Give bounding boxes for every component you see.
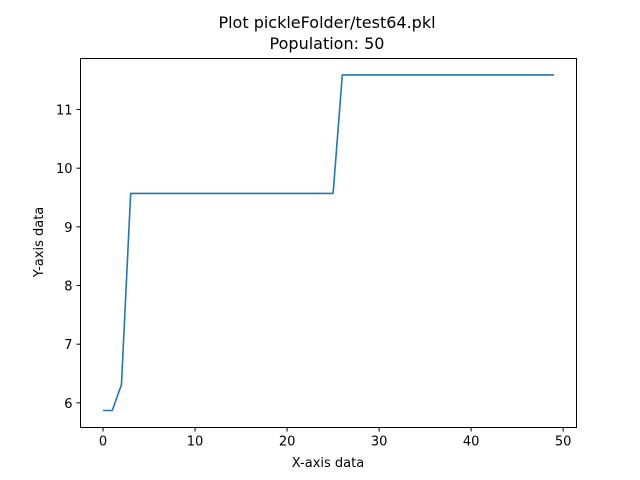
y-tick-label: 7	[64, 338, 72, 353]
series-line	[103, 74, 554, 412]
plot-area	[103, 74, 554, 412]
x-tick-label: 20	[279, 435, 296, 450]
y-tick-label: 11	[56, 104, 73, 119]
y-axis: 6 7 8 9 10 11	[56, 104, 81, 412]
y-axis-label: Y-axis data	[32, 207, 47, 279]
y-tick-label: 6	[64, 397, 72, 412]
x-tick-label: 0	[99, 435, 107, 450]
x-tick-label: 30	[371, 435, 388, 450]
x-tick-label: 50	[555, 435, 572, 450]
chart-title: Plot pickleFolder/test64.pkl	[218, 13, 435, 32]
chart-subtitle: Population: 50	[270, 34, 385, 53]
x-tick-label: 10	[187, 435, 204, 450]
x-axis-label: X-axis data	[292, 456, 364, 471]
plot-frame	[80, 58, 577, 428]
y-tick-label: 8	[64, 280, 72, 295]
y-tick-label: 9	[64, 221, 72, 236]
x-tick-label: 40	[463, 435, 480, 450]
y-tick-label: 10	[56, 162, 73, 177]
x-axis: 0 10 20 30 40 50	[99, 427, 572, 450]
